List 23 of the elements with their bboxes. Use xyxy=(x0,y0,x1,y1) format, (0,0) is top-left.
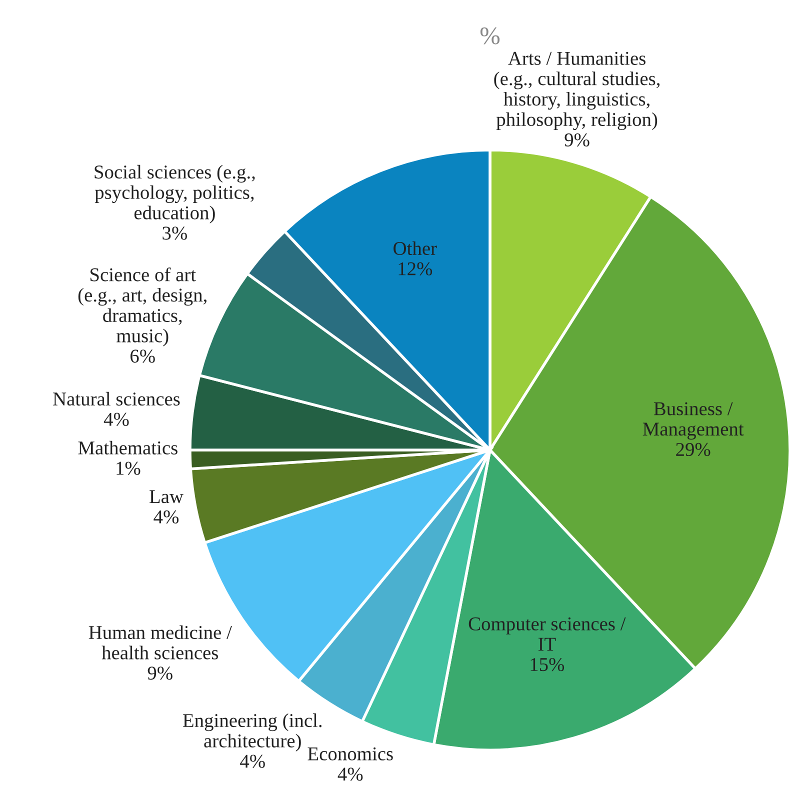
data-label: 12% xyxy=(398,262,432,276)
data-label: 9% xyxy=(148,666,172,680)
data-label: 1% xyxy=(116,462,140,475)
slice-label: Social sciences (e.g., psychology, politics, education) xyxy=(94,164,255,224)
slice-label: Natural sciences xyxy=(53,392,180,406)
slice-label: Computer sciences / IT xyxy=(468,617,626,651)
data-label: 4% xyxy=(240,754,265,768)
data-label: 4% xyxy=(104,412,129,426)
slice-label: Science of art (e.g., art, design, dramatics, music) xyxy=(78,267,206,346)
slice-label: Business / Management xyxy=(642,402,744,440)
slice-label: Law xyxy=(150,490,184,504)
data-label: 29% xyxy=(676,442,710,456)
data-label: 3% xyxy=(162,226,187,240)
data-label: 4% xyxy=(338,768,363,781)
data-label: 6% xyxy=(130,350,155,363)
slice-label: Mathematics xyxy=(78,440,178,454)
data-label: 9% xyxy=(564,133,590,147)
data-label: 15% xyxy=(530,658,564,672)
slice-label: Human medicine / health sciences xyxy=(88,625,232,660)
data-label: 4% xyxy=(154,510,179,524)
chart-title: % xyxy=(480,27,500,44)
slice-label: Arts / Humanities (e.g., cultural studies, history, linguistics, philosophy, religion) xyxy=(494,52,660,130)
slice-label: Other xyxy=(394,241,437,256)
